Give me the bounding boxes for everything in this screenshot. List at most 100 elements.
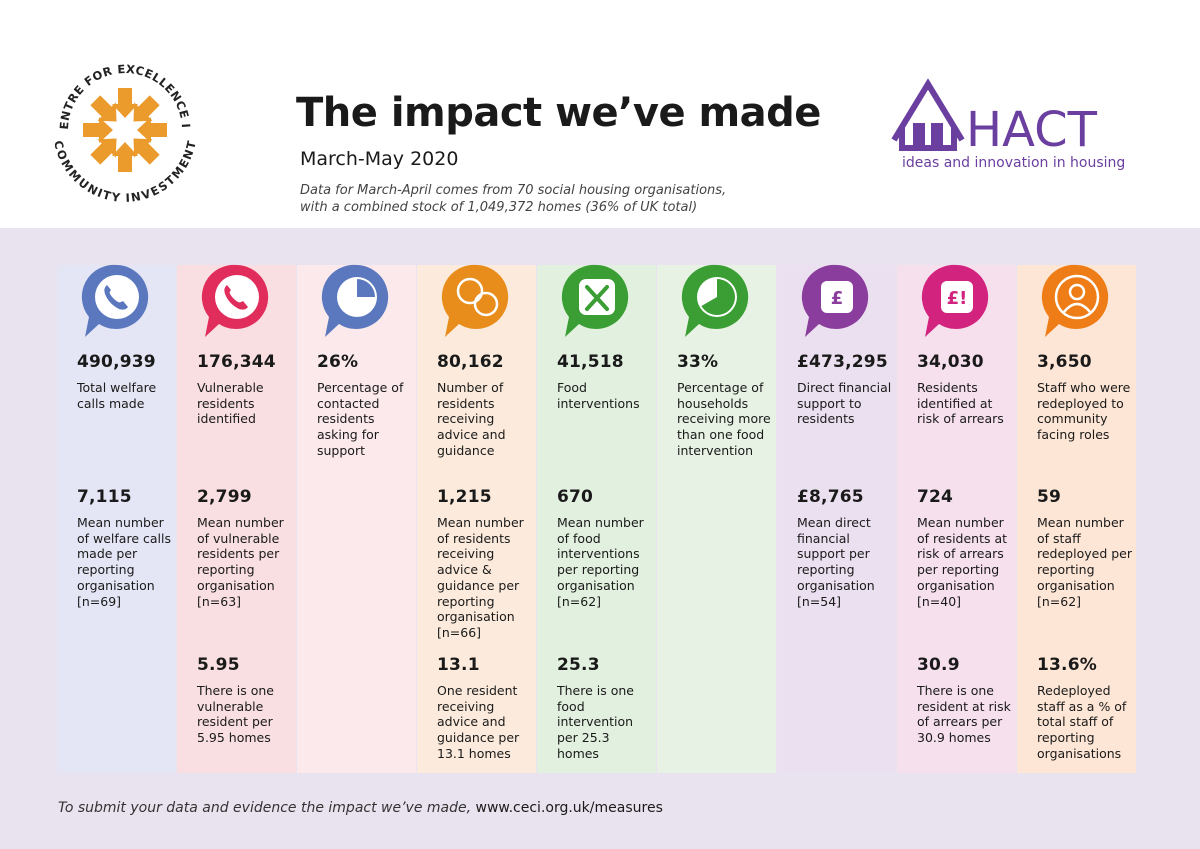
icon [681,264,749,337]
stat-value: 80,162 [437,352,504,372]
stat-value: £473,295 [797,352,888,372]
stat-n: [n=66] [437,624,482,640]
stat-label: There is one vulnerable resident per 5.9… [197,683,274,746]
stat-n: [n=62] [1037,593,1082,609]
stat: 41,518 Food interventions [557,352,655,411]
stat-label: Staff who were redeployed to community f… [1037,380,1131,443]
note-line: Data for March-April comes from 70 socia… [300,183,727,198]
fork-knife [585,285,609,311]
head [1068,283,1086,301]
stat: 13.1 One resident receiving advice and gu… [437,655,535,762]
stat-value: 490,939 [77,352,156,372]
stat-value: 33% [677,352,719,372]
stat-label: Percentage of households receiving more … [677,380,771,458]
icon: £! [921,264,989,337]
bubble [473,291,499,317]
column: 490,939 Total welfare calls made 7,115 Mean… [57,264,176,773]
icon [561,264,629,337]
footer: To submit your data and evidence the imp… [58,800,663,816]
stat-value: 30.9 [917,655,960,675]
stat: 176,344 Vulnerable residents identified [197,352,295,427]
stat: 30.9 There is one resident at risk of arr… [917,655,1015,746]
column: 80,162 Number of residents receiving advi… [417,264,536,773]
stat: 7,115 Mean number of welfare calls made p… [77,487,175,609]
column: 33% Percentage of households receiving mo… [657,264,776,773]
stat: 34,030 Residents identified at risk of ar… [917,352,1015,427]
stat-value: 2,799 [197,487,252,507]
note: Data for March-April comes from 70 socia… [300,182,726,216]
stat-label: Mean number of food interventions per re… [557,515,644,593]
stat-label: Number of residents receiving advice and… [437,380,506,458]
stat: 25.3 There is one food intervention per 2… [557,655,655,762]
stat-label: There is one resident at risk of arrears… [917,683,1011,746]
stat-value: £8,765 [797,487,864,507]
stat-value: 26% [317,352,359,372]
column: 176,344 Vulnerable residents identified 2,… [177,264,296,773]
stat-value: 25.3 [557,655,600,675]
stat-label: Mean number of residents receiving advic… [437,515,524,625]
column: £! 34,030 Residents identified at risk of … [897,264,1016,773]
pie-glyph [701,279,735,315]
hact-name: HACT [966,102,1098,158]
stat: 5.95 There is one vulnerable resident per… [197,655,295,746]
icon-disc [1054,274,1100,320]
stat-value: 670 [557,487,594,507]
footer-text: To submit your data and evidence the imp… [58,800,472,816]
stat: 59 Mean number of staff redeployed per re… [1037,487,1135,609]
stat-label: Vulnerable residents identified [197,380,264,427]
icon-square [941,281,973,313]
icon [81,264,149,337]
stat-value: 59 [1037,487,1062,507]
stat-value: 34,030 [917,352,984,372]
icon: £ [801,264,869,337]
phone-glyph [104,285,128,310]
stat: 33% Percentage of households receiving mo… [677,352,775,459]
stat-n: [n=62] [557,593,602,609]
stat: 490,939 Total welfare calls made [77,352,175,411]
stat: 2,799 Mean number of vulnerable residents… [197,487,295,609]
stat-label: Residents identified at risk of arrears [917,380,1004,427]
subtitle: March-May 2020 [300,148,459,170]
stat-label: There is one food intervention per 25.3 … [557,683,634,761]
stat-value: 3,650 [1037,352,1092,372]
stat-label: Direct financial support to residents [797,380,892,427]
stat: 26% Percentage of contacted residents ask… [317,352,415,459]
icon-disc [95,275,139,319]
column: 3,650 Staff who were redeployed to commun… [1017,264,1136,773]
stat-label: Mean number of staff redeployed per repo… [1037,515,1132,593]
stat: 1,215 Mean number of residents receiving … [437,487,535,641]
stat-label: Redeployed staff as a % of total staff o… [1037,683,1127,761]
stat-value: 176,344 [197,352,276,372]
phone-glyph [224,285,248,310]
stat: 670 Mean number of food interventions per… [557,487,655,609]
stat: £473,295 Direct financial support to resi… [797,352,895,427]
stat-label: Percentage of contacted residents asking… [317,380,404,458]
stat: 80,162 Number of residents receiving advi… [437,352,535,459]
stat-n: [n=69] [77,593,122,609]
stat-label: Mean direct financial support per report… [797,515,875,593]
bubble [456,277,484,305]
icon-text: £ [831,288,844,309]
icon-text: £! [947,288,968,309]
column: 26% Percentage of contacted residents ask… [297,264,416,773]
stat-n: [n=63] [197,593,242,609]
stat-value: 7,115 [77,487,132,507]
icon [441,264,509,337]
column: 41,518 Food interventions 670 Mean number o… [537,264,656,773]
title: The impact we’ve made [296,90,821,136]
stat-label: Mean number of welfare calls made per re… [77,515,171,593]
icon [321,264,389,337]
pie-glyph [357,279,375,297]
icon [201,264,269,337]
stat-n: [n=54] [797,593,842,609]
stat-n: [n=40] [917,593,962,609]
stat-value: 5.95 [197,655,240,675]
stat-value: 1,215 [437,487,492,507]
stat-value: 13.6% [1037,655,1097,675]
footer-link[interactable]: www.ceci.org.uk/measures [475,800,663,816]
stat-value: 724 [917,487,954,507]
icon-disc [215,275,259,319]
stat-value: 13.1 [437,655,480,675]
stat: 13.6% Redeployed staff as a % of total st… [1037,655,1135,762]
